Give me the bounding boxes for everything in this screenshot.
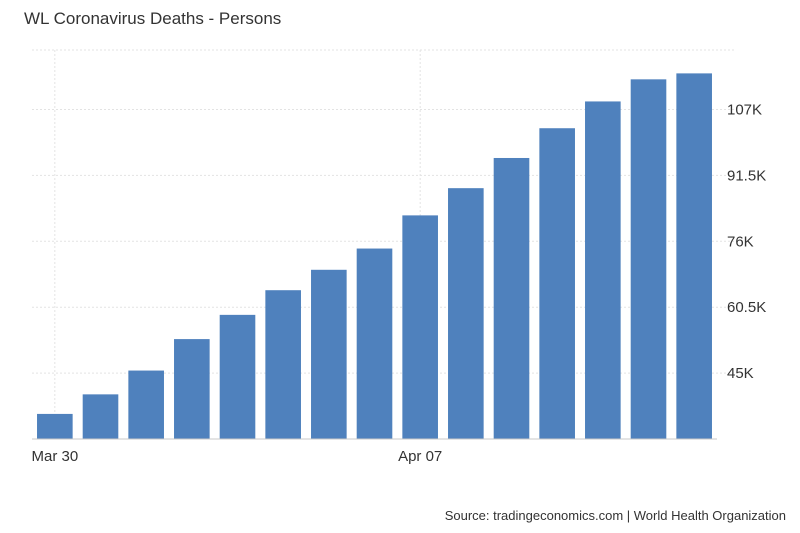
bar	[174, 339, 210, 439]
y-tick-label: 45K	[727, 365, 754, 382]
bar	[402, 215, 438, 439]
y-tick-label: 91.5K	[727, 167, 766, 184]
source-note: Source: tradingeconomics.com | World Hea…	[444, 508, 786, 523]
bar	[539, 128, 575, 439]
bar	[37, 413, 73, 439]
x-tick-label: Mar 30	[31, 448, 78, 465]
y-tick-label: 60.5K	[727, 299, 766, 316]
bar	[265, 290, 301, 439]
y-tick-label: 107K	[727, 102, 762, 119]
x-tick-label: Apr 07	[398, 448, 442, 465]
bar	[676, 73, 712, 440]
bar	[219, 314, 256, 439]
y-tick-label: 76K	[727, 233, 754, 250]
chart-title: WL Coronavirus Deaths - Persons	[24, 9, 282, 28]
bar	[493, 157, 530, 440]
bar	[311, 269, 347, 439]
bar	[82, 394, 119, 439]
bar	[356, 248, 393, 439]
bar	[630, 79, 667, 440]
bar	[128, 370, 164, 439]
bar	[585, 101, 621, 439]
bar	[448, 188, 484, 439]
